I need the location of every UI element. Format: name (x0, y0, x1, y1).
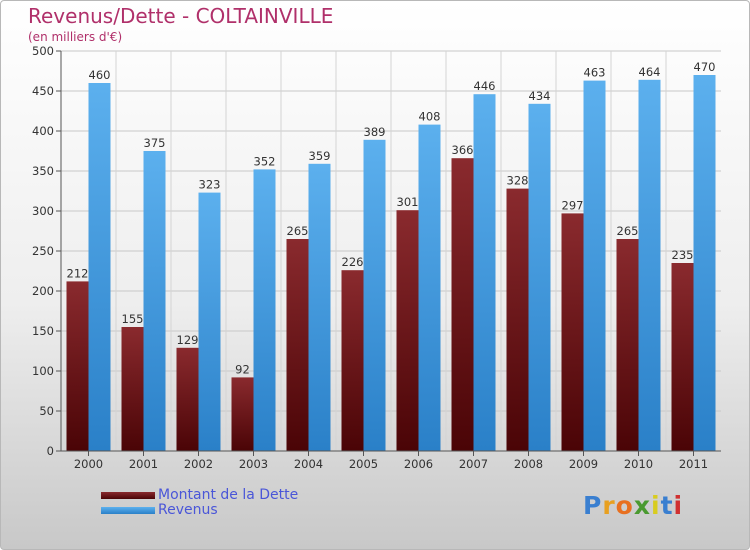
bar-revenue (88, 83, 111, 451)
data-label-revenue: 323 (199, 178, 221, 192)
legend-swatch-revenue (101, 506, 155, 514)
y-tick-label: 250 (32, 244, 54, 258)
bar-debt (231, 377, 254, 451)
data-label-debt: 235 (672, 248, 694, 262)
legend-item-revenue: Revenus (101, 502, 218, 518)
legend-label-debt: Montant de la Dette (158, 487, 299, 503)
bar-revenue (473, 94, 496, 451)
bar-debt (176, 347, 199, 451)
logo-letter: i (673, 491, 684, 520)
bar-revenue (638, 79, 661, 452)
y-tick-label: 500 (32, 44, 54, 58)
y-tick-label: 400 (32, 124, 54, 138)
legend-label-revenue: Revenus (158, 502, 218, 518)
y-tick-label: 300 (32, 204, 54, 218)
bar-debt (121, 327, 144, 451)
data-label-debt: 226 (342, 255, 364, 269)
x-tick-label: 2008 (514, 457, 543, 471)
x-tick-label: 2004 (294, 457, 323, 471)
data-label-revenue: 352 (254, 154, 276, 168)
data-label-debt: 212 (67, 266, 89, 280)
data-label-revenue: 464 (639, 65, 661, 79)
y-tick-label: 50 (39, 404, 54, 418)
logo-letter: t (660, 491, 674, 520)
bar-revenue (198, 192, 221, 451)
logo-letter: P (583, 491, 603, 520)
x-tick-label: 2005 (349, 457, 378, 471)
bar-revenue (583, 80, 606, 451)
data-label-revenue: 434 (529, 89, 551, 103)
x-tick-label: 2000 (74, 457, 103, 471)
bar-revenue (363, 139, 386, 452)
bar-debt (561, 213, 584, 451)
bar-debt (396, 210, 419, 451)
data-label-debt: 301 (397, 195, 419, 209)
legend-item-debt: Montant de la Dette (101, 487, 298, 503)
data-label-revenue: 408 (419, 110, 441, 124)
logo-letter: o (615, 491, 634, 520)
data-label-revenue: 389 (364, 125, 386, 139)
y-tick-label: 100 (32, 364, 54, 378)
data-label-debt: 328 (507, 174, 529, 188)
bar-revenue (693, 75, 716, 451)
y-tick-label: 450 (32, 84, 54, 98)
bar-debt (286, 239, 309, 451)
bar-debt (671, 263, 694, 451)
x-tick-label: 2001 (129, 457, 158, 471)
data-label-debt: 366 (452, 143, 474, 157)
data-label-revenue: 460 (89, 68, 111, 82)
x-tick-label: 2011 (679, 457, 708, 471)
x-tick-label: 2010 (624, 457, 653, 471)
bar-revenue (143, 151, 166, 451)
y-tick-label: 350 (32, 164, 54, 178)
data-label-revenue: 463 (584, 66, 606, 80)
x-tick-label: 2009 (569, 457, 598, 471)
y-tick-label: 150 (32, 324, 54, 338)
bar-debt (341, 270, 364, 451)
chart-title: Revenus/Dette - COLTAINVILLE (28, 4, 334, 28)
data-label-revenue: 359 (309, 149, 331, 163)
y-tick-label: 0 (47, 444, 54, 458)
bar-revenue (308, 163, 331, 452)
logo-letter: i (651, 491, 661, 520)
bars (66, 75, 716, 452)
x-tick-label: 2002 (184, 457, 213, 471)
data-label-revenue: 470 (694, 60, 716, 74)
legend-swatch-debt (101, 491, 155, 499)
bar-debt (451, 158, 474, 451)
bar-debt (616, 239, 639, 451)
bar-debt (506, 188, 529, 451)
data-label-debt: 265 (287, 224, 309, 238)
chart-subtitle: (en milliers d'€) (28, 30, 123, 44)
x-tick-label: 2007 (459, 457, 488, 471)
bar-debt (66, 281, 89, 451)
data-label-debt: 92 (235, 362, 250, 376)
data-label-revenue: 375 (144, 136, 166, 150)
proxiti-logo: Proxiti (583, 491, 683, 520)
data-label-debt: 155 (122, 312, 144, 326)
data-label-debt: 265 (617, 224, 639, 238)
data-label-revenue: 446 (474, 79, 496, 93)
value-labels: 212 460 155 375 129 323 92 352 265 359 226 389 301 40… (67, 60, 716, 376)
grid-lines (61, 50, 721, 452)
x-tick-label: 2003 (239, 457, 268, 471)
bar-revenue (418, 124, 441, 451)
bar-revenue (253, 169, 276, 451)
x-tick-label: 2006 (404, 457, 433, 471)
data-label-debt: 129 (177, 333, 199, 347)
axes: 0 50 100 150 200 250 300 350 400 450 500 2000 2001 20… (32, 44, 721, 471)
logo-letter: x (633, 491, 651, 520)
y-tick-label: 200 (32, 284, 54, 298)
logo-letter: r (602, 491, 616, 520)
bar-revenue (528, 103, 551, 452)
data-label-debt: 297 (562, 198, 584, 212)
